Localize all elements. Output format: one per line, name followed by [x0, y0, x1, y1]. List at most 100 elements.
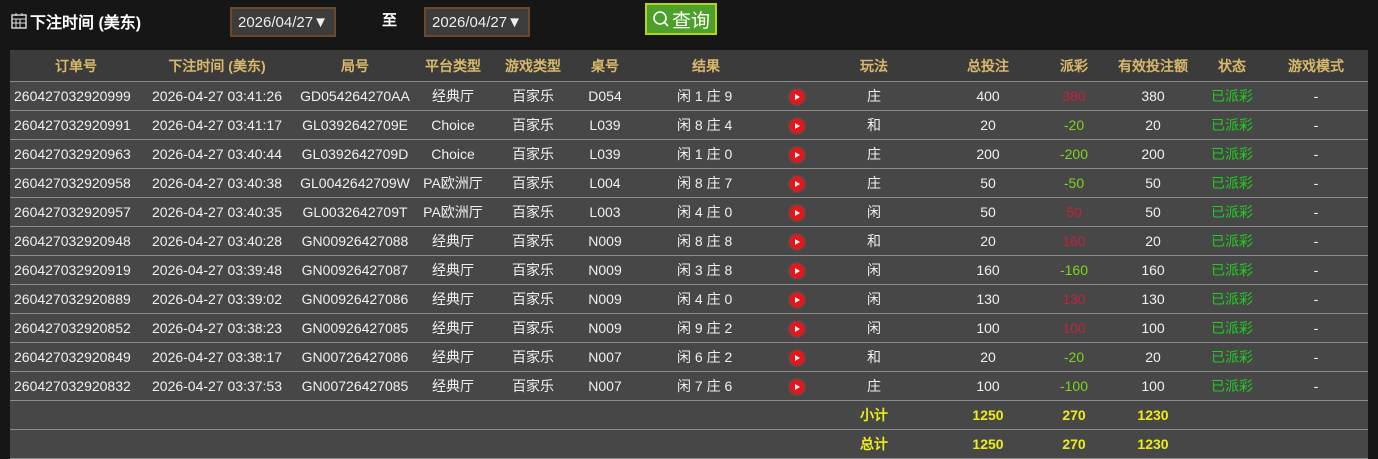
game-type-cell: 百家乐	[488, 284, 578, 314]
bet-time-cell: 2026-04-27 03:40:44	[142, 139, 292, 169]
total-bet-cell: 200	[934, 139, 1042, 169]
table-id-cell: L039	[578, 139, 632, 169]
play-icon[interactable]	[790, 148, 804, 163]
result-cell: 闲 1 庄 0	[632, 139, 780, 169]
game-mode-cell: -	[1264, 226, 1368, 256]
play-icon[interactable]	[790, 351, 804, 366]
filter-label: 下注时间 (美东)	[30, 15, 142, 32]
replay-button[interactable]	[780, 342, 814, 372]
game-type-cell: 百家乐	[488, 110, 578, 140]
replay-button[interactable]	[780, 371, 814, 401]
game-type-cell: 百家乐	[488, 371, 578, 401]
status-cell: 已派彩	[1200, 226, 1264, 256]
valid-bet-cell: 130	[1106, 284, 1200, 314]
status-cell: 已派彩	[1200, 168, 1264, 198]
valid-bet-cell: 20	[1106, 226, 1200, 256]
game-mode-cell: -	[1264, 255, 1368, 285]
round-id-cell: GL0032642709T	[292, 197, 418, 227]
replay-button[interactable]	[780, 110, 814, 140]
empty-cell	[1200, 400, 1264, 430]
bet-type-cell: 闲	[814, 197, 934, 227]
order-id-cell: 260427032920991	[10, 110, 142, 140]
replay-button[interactable]	[780, 284, 814, 314]
bet-cell: 1250	[934, 429, 1042, 459]
play-icon[interactable]	[790, 293, 804, 308]
game-type-cell: 百家乐	[488, 197, 578, 227]
replay-button[interactable]	[780, 168, 814, 198]
game-mode-cell: -	[1264, 342, 1368, 372]
date-from-select[interactable]: 2026/04/27▼	[230, 7, 336, 37]
game-type-cell: 百家乐	[488, 139, 578, 169]
play-icon[interactable]	[790, 206, 804, 221]
order-id-cell: 260427032920919	[10, 255, 142, 285]
replay-button[interactable]	[780, 197, 814, 227]
empty-cell	[142, 429, 292, 459]
status-cell: 已派彩	[1200, 284, 1264, 314]
column-header: 结果	[632, 50, 780, 82]
column-header: 总投注	[934, 50, 1042, 82]
query-button[interactable]: 查询	[645, 3, 717, 35]
bet-time-cell: 2026-04-27 03:38:17	[142, 342, 292, 372]
empty-cell	[1200, 429, 1264, 459]
valid-bet-cell: 20	[1106, 342, 1200, 372]
game-mode-cell: -	[1264, 371, 1368, 401]
replay-button[interactable]	[780, 139, 814, 169]
table-row: 260427032920852 2026-04-27 03:38:23 GN0092…	[10, 313, 1368, 343]
payout-cell: -20	[1042, 110, 1106, 140]
replay-button[interactable]	[780, 313, 814, 343]
game-type-cell: 百家乐	[488, 168, 578, 198]
total-bet-cell: 100	[934, 371, 1042, 401]
column-header: 状态	[1200, 50, 1264, 82]
round-id-cell: GN00926427088	[292, 226, 418, 256]
round-id-cell: GD054264270AA	[292, 81, 418, 111]
replay-button[interactable]	[780, 81, 814, 111]
order-id-cell: 260427032920832	[10, 371, 142, 401]
column-header: 游戏类型	[488, 50, 578, 82]
bet-time-cell: 2026-04-27 03:38:23	[142, 313, 292, 343]
table-id-cell: L004	[578, 168, 632, 198]
to-label: 至	[382, 12, 398, 29]
result-cell: 闲 8 庄 7	[632, 168, 780, 198]
order-id-cell: 260427032920849	[10, 342, 142, 372]
empty-cell	[142, 400, 292, 430]
play-icon[interactable]	[790, 119, 804, 134]
platform-cell: 经典厅	[418, 226, 488, 256]
bet-type-cell: 闲	[814, 313, 934, 343]
bet-time-cell: 2026-04-27 03:41:17	[142, 110, 292, 140]
order-id-cell: 260427032920958	[10, 168, 142, 198]
bet-type-cell: 闲	[814, 255, 934, 285]
valid-cell: 1230	[1106, 400, 1200, 430]
payout-cell: 130	[1042, 284, 1106, 314]
replay-button[interactable]	[780, 255, 814, 285]
empty-cell	[780, 429, 814, 459]
empty-cell	[418, 400, 488, 430]
game-type-cell: 百家乐	[488, 226, 578, 256]
empty-cell	[578, 400, 632, 430]
play-icon[interactable]	[790, 235, 804, 250]
status-cell: 已派彩	[1200, 110, 1264, 140]
play-icon[interactable]	[790, 380, 804, 395]
table-row: 260427032920991 2026-04-27 03:41:17 GL0392…	[10, 110, 1368, 140]
valid-bet-cell: 160	[1106, 255, 1200, 285]
empty-cell	[1264, 400, 1368, 430]
date-to-select[interactable]: 2026/04/27▼	[424, 7, 530, 37]
game-mode-cell: -	[1264, 313, 1368, 343]
total-bet-cell: 20	[934, 110, 1042, 140]
round-id-cell: GL0392642709E	[292, 110, 418, 140]
play-icon[interactable]	[790, 90, 804, 105]
platform-cell: 经典厅	[418, 255, 488, 285]
play-icon[interactable]	[790, 264, 804, 279]
platform-cell: Choice	[418, 110, 488, 140]
status-cell: 已派彩	[1200, 197, 1264, 227]
round-id-cell: GN00926427085	[292, 313, 418, 343]
column-header: 平台类型	[418, 50, 488, 82]
order-id-cell: 260427032920957	[10, 197, 142, 227]
replay-button[interactable]	[780, 226, 814, 256]
play-icon[interactable]	[790, 322, 804, 337]
platform-cell: 经典厅	[418, 313, 488, 343]
total-bet-cell: 130	[934, 284, 1042, 314]
payout-cell: 50	[1042, 197, 1106, 227]
table-id-cell: N009	[578, 313, 632, 343]
round-id-cell: GN00926427087	[292, 255, 418, 285]
play-icon[interactable]	[790, 177, 804, 192]
